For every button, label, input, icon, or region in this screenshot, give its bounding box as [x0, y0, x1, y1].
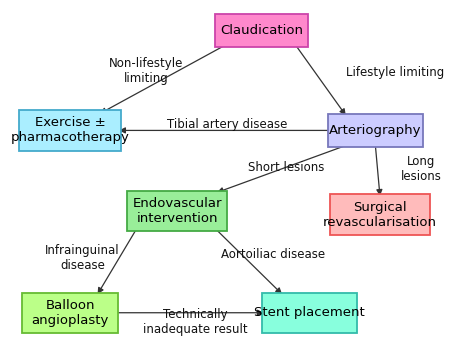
Text: Balloon
angioplasty: Balloon angioplasty [32, 299, 109, 327]
FancyBboxPatch shape [262, 293, 357, 333]
FancyBboxPatch shape [19, 110, 121, 151]
FancyBboxPatch shape [330, 194, 430, 235]
Text: Short lesions: Short lesions [248, 161, 325, 174]
Text: Technically
inadequate result: Technically inadequate result [143, 308, 248, 335]
FancyBboxPatch shape [215, 14, 308, 47]
Text: Endovascular
intervention: Endovascular intervention [133, 197, 222, 225]
FancyBboxPatch shape [22, 293, 118, 333]
Text: Non-lifestyle
limiting: Non-lifestyle limiting [109, 57, 183, 85]
Text: Arteriography: Arteriography [329, 124, 422, 137]
FancyBboxPatch shape [127, 191, 228, 231]
Text: Infrainguinal
disease: Infrainguinal disease [45, 244, 120, 272]
Text: Aortoiliac disease: Aortoiliac disease [221, 249, 325, 262]
Text: Tibial artery disease: Tibial artery disease [167, 118, 288, 131]
FancyBboxPatch shape [328, 114, 423, 147]
Text: Exercise ±
pharmacotherapy: Exercise ± pharmacotherapy [11, 117, 130, 144]
Text: Lifestyle limiting: Lifestyle limiting [346, 66, 444, 79]
Text: Surgical
revascularisation: Surgical revascularisation [323, 201, 437, 228]
Text: Stent placement: Stent placement [254, 306, 365, 319]
Text: Long
lesions: Long lesions [401, 155, 441, 183]
Text: Claudication: Claudication [220, 24, 303, 37]
